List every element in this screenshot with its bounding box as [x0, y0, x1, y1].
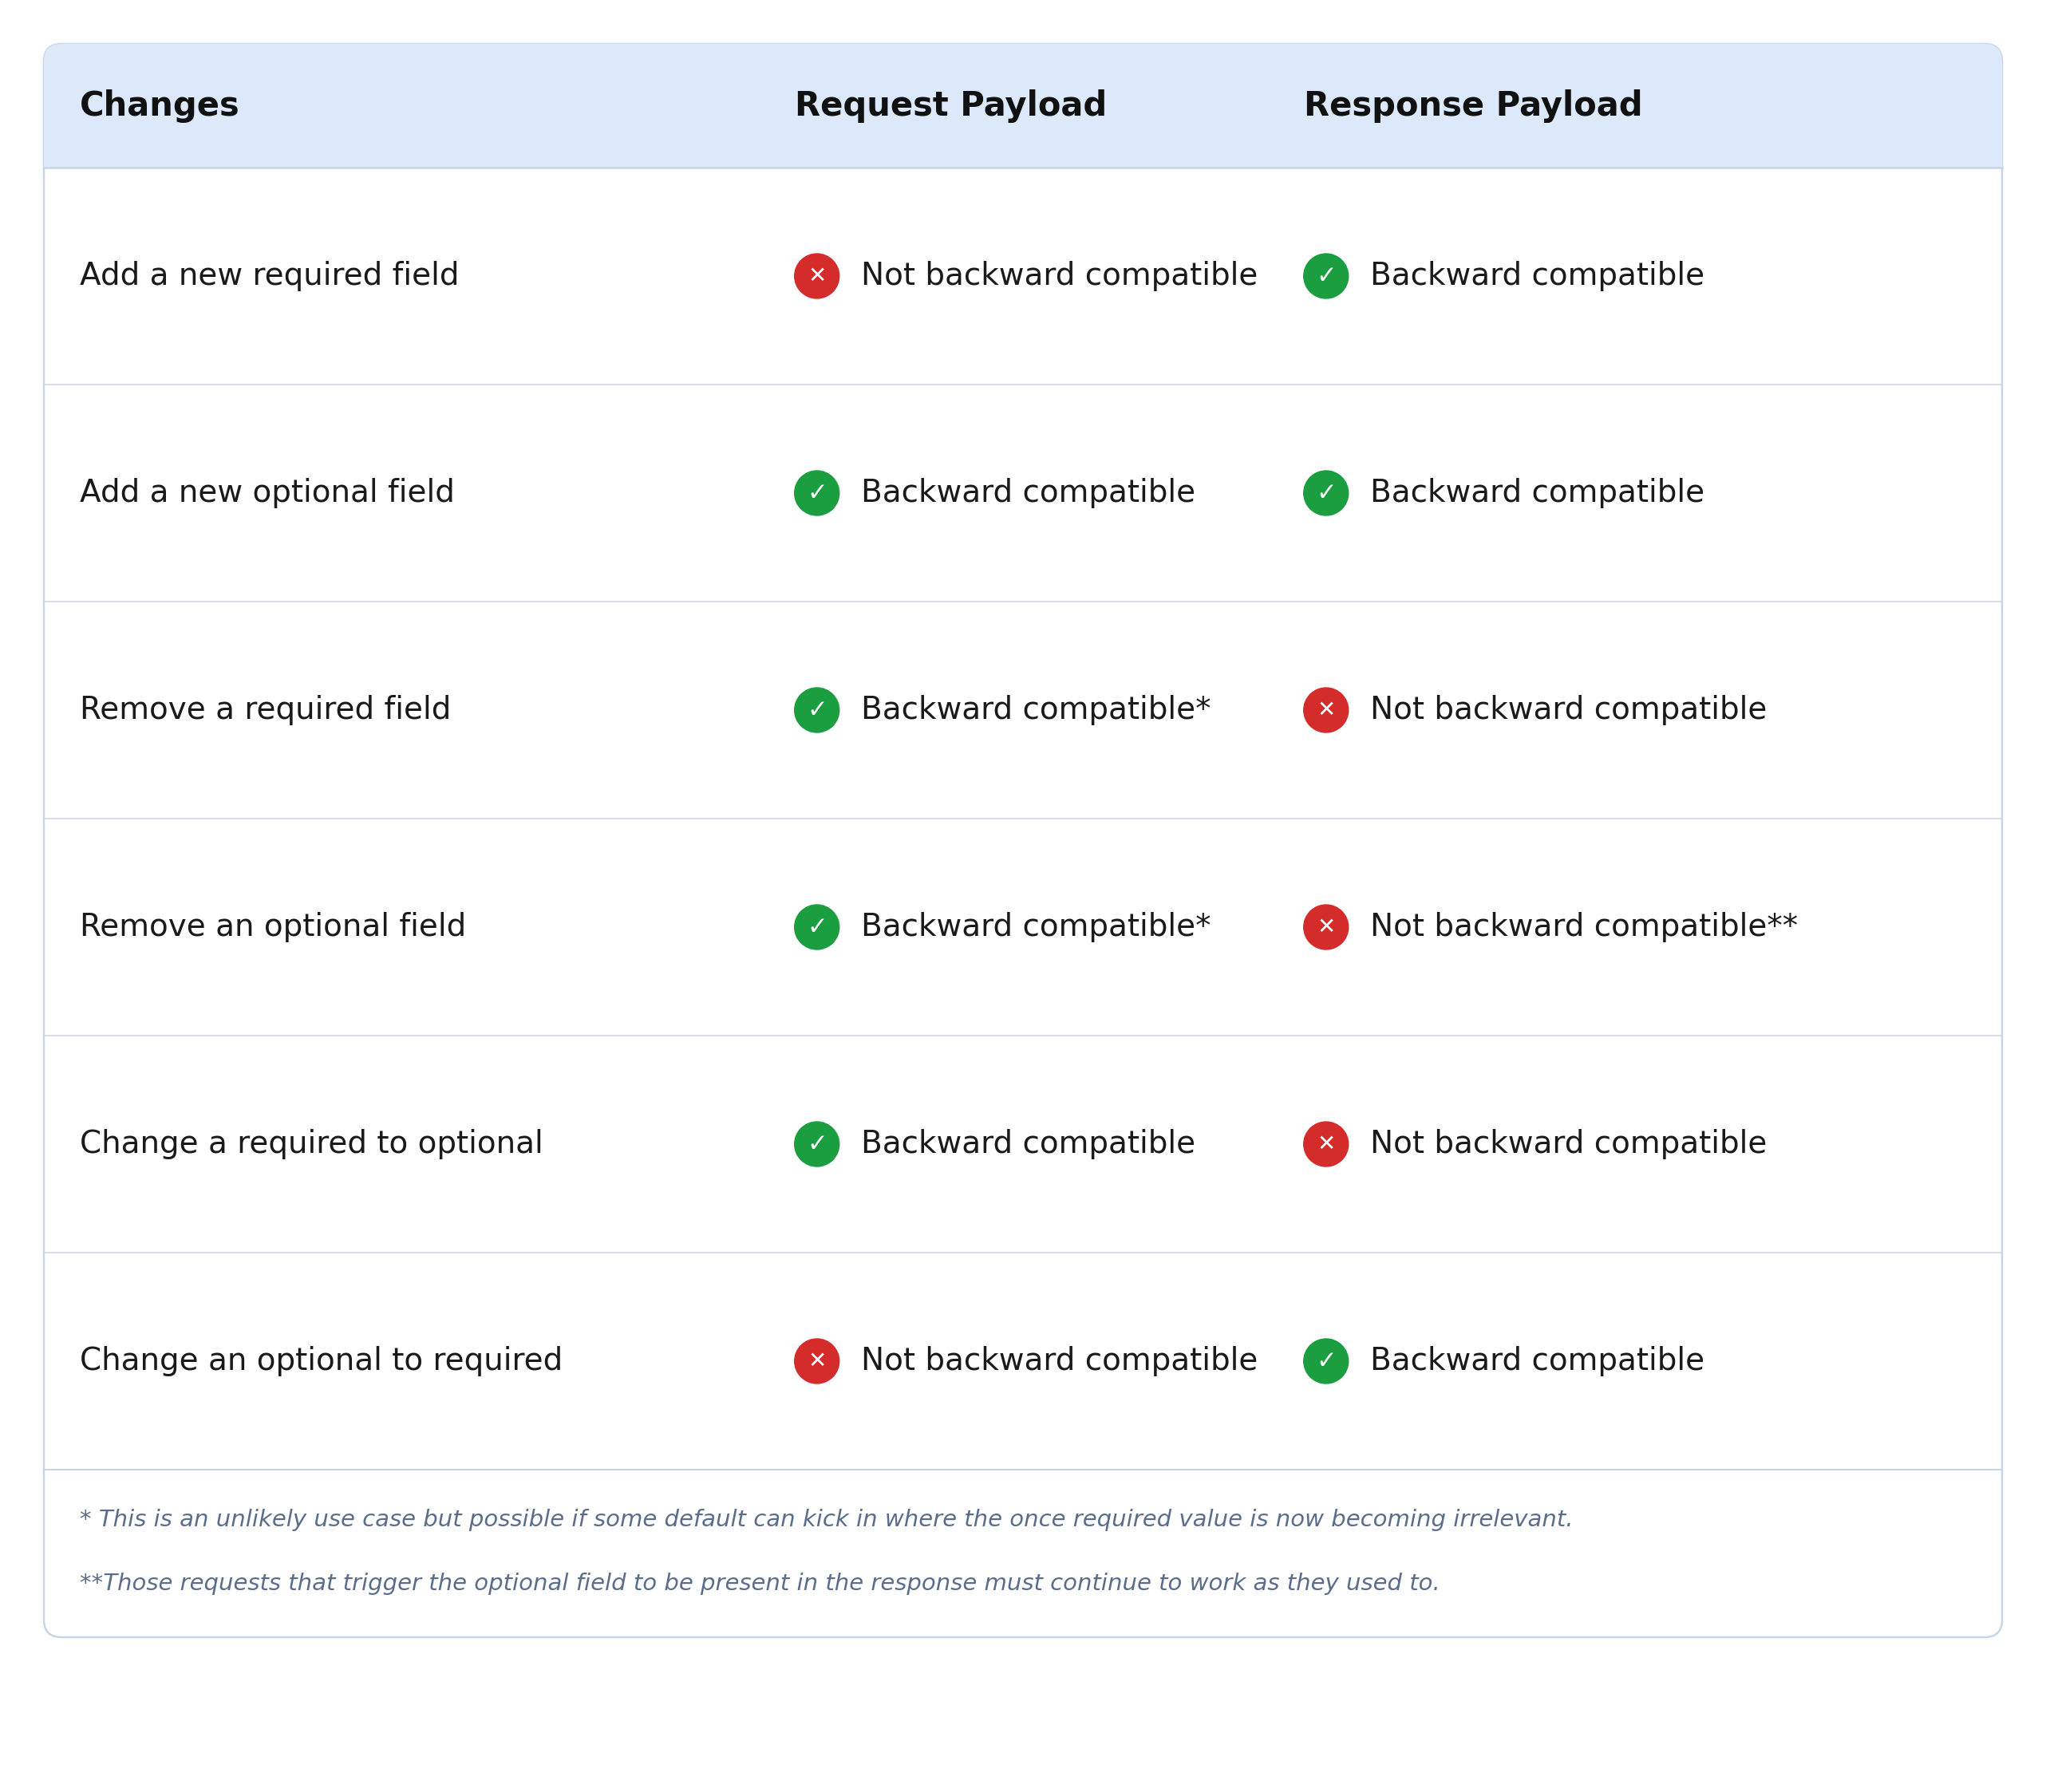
Circle shape [1303, 905, 1348, 950]
Text: ✕: ✕ [808, 1349, 827, 1373]
Circle shape [794, 1122, 839, 1167]
Text: Response Payload: Response Payload [1303, 90, 1643, 122]
Text: Backward compatible*: Backward compatible* [861, 695, 1211, 726]
Text: Backward compatible: Backward compatible [1371, 1346, 1704, 1376]
Text: Not backward compatible: Not backward compatible [861, 1346, 1258, 1376]
FancyBboxPatch shape [43, 43, 2003, 1638]
FancyBboxPatch shape [43, 43, 2003, 167]
Text: Change an optional to required: Change an optional to required [80, 1346, 563, 1376]
Circle shape [1303, 254, 1348, 299]
Circle shape [1303, 1339, 1348, 1383]
Circle shape [794, 471, 839, 516]
Text: Remove an optional field: Remove an optional field [80, 912, 466, 943]
Text: * This is an unlikely use case but possible if some default can kick in where th: * This is an unlikely use case but possi… [80, 1509, 1573, 1530]
Text: ✓: ✓ [806, 482, 827, 505]
Circle shape [1303, 471, 1348, 516]
Circle shape [794, 1339, 839, 1383]
Text: Not backward compatible**: Not backward compatible** [1371, 912, 1798, 943]
Text: ✕: ✕ [1318, 699, 1336, 720]
Text: ✓: ✓ [806, 1133, 827, 1156]
Circle shape [794, 254, 839, 299]
Text: ✓: ✓ [1316, 265, 1336, 289]
Text: ✕: ✕ [1318, 916, 1336, 939]
Text: Backward compatible*: Backward compatible* [861, 912, 1211, 943]
Text: Backward compatible: Backward compatible [1371, 262, 1704, 292]
Text: Remove a required field: Remove a required field [80, 695, 452, 726]
Text: Not backward compatible: Not backward compatible [861, 262, 1258, 292]
Circle shape [794, 905, 839, 950]
Text: Add a new optional field: Add a new optional field [80, 478, 454, 509]
Text: Backward compatible: Backward compatible [1371, 478, 1704, 509]
Circle shape [1303, 688, 1348, 733]
Text: ✓: ✓ [1316, 482, 1336, 505]
Text: ✕: ✕ [1318, 1133, 1336, 1156]
Text: ✓: ✓ [806, 699, 827, 722]
Text: Request Payload: Request Payload [794, 90, 1107, 122]
Circle shape [1303, 1122, 1348, 1167]
Text: Change a required to optional: Change a required to optional [80, 1129, 544, 1159]
Text: **Those requests that trigger the optional field to be present in the response m: **Those requests that trigger the option… [80, 1572, 1440, 1595]
Text: Not backward compatible: Not backward compatible [1371, 695, 1768, 726]
Text: Backward compatible: Backward compatible [861, 1129, 1195, 1159]
Text: Changes: Changes [80, 90, 239, 122]
Text: Backward compatible: Backward compatible [861, 478, 1195, 509]
Text: ✓: ✓ [1316, 1349, 1336, 1373]
Text: ✓: ✓ [806, 916, 827, 939]
Text: Add a new required field: Add a new required field [80, 262, 458, 292]
Bar [43, 100, 2003, 167]
Circle shape [794, 688, 839, 733]
Text: Not backward compatible: Not backward compatible [1371, 1129, 1768, 1159]
Text: ✕: ✕ [808, 265, 827, 287]
